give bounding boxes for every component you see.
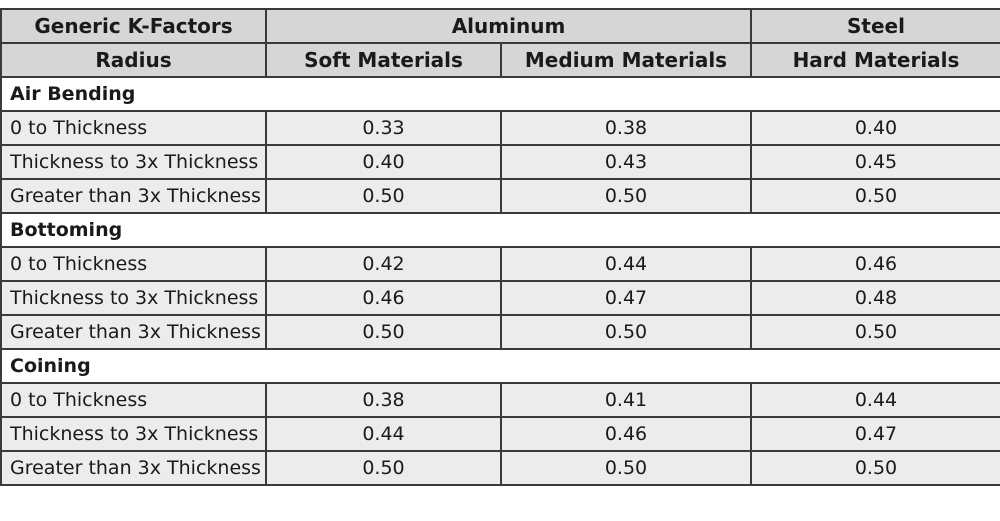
table-row: Thickness to 3x Thickness 0.40 0.43 0.45 (0, 144, 1000, 180)
value-cell: 0.38 (265, 382, 502, 418)
row-label: 0 to Thickness (0, 382, 267, 418)
value-cell: 0.46 (500, 416, 752, 452)
value-cell: 0.45 (750, 144, 1000, 180)
table-row: Bottoming (0, 212, 1000, 248)
header-cell: Steel (750, 8, 1000, 44)
value-cell: 0.48 (750, 280, 1000, 316)
value-cell: 0.50 (265, 314, 502, 350)
header-cell: Medium Materials (500, 42, 752, 78)
k-factor-table: Generic K-Factors Aluminum Steel Radius Soft… (0, 8, 1000, 486)
table-row: Radius Soft Materials Medium Materials Hard… (0, 42, 1000, 78)
value-cell: 0.43 (500, 144, 752, 180)
value-cell: 0.50 (500, 178, 752, 214)
value-cell: 0.50 (500, 314, 752, 350)
table-row: 0 to Thickness 0.42 0.44 0.46 (0, 246, 1000, 282)
table-row: Greater than 3x Thickness 0.50 0.50 0.50 (0, 178, 1000, 214)
value-cell: 0.50 (750, 450, 1000, 486)
value-cell: 0.38 (500, 110, 752, 146)
header-cell: Soft Materials (265, 42, 502, 78)
header-cell: Generic K-Factors (0, 8, 267, 44)
row-label: Thickness to 3x Thickness (0, 416, 267, 452)
row-label: Thickness to 3x Thickness (0, 280, 267, 316)
row-label: Greater than 3x Thickness (0, 450, 267, 486)
section-title: Coining (0, 348, 1000, 384)
value-cell: 0.44 (265, 416, 502, 452)
row-label: Greater than 3x Thickness (0, 314, 267, 350)
value-cell: 0.44 (750, 382, 1000, 418)
value-cell: 0.40 (750, 110, 1000, 146)
table-row: 0 to Thickness 0.33 0.38 0.40 (0, 110, 1000, 146)
header-cell: Radius (0, 42, 267, 78)
value-cell: 0.40 (265, 144, 502, 180)
row-label: Thickness to 3x Thickness (0, 144, 267, 180)
value-cell: 0.46 (265, 280, 502, 316)
table-row: Generic K-Factors Aluminum Steel (0, 8, 1000, 44)
value-cell: 0.46 (750, 246, 1000, 282)
value-cell: 0.47 (500, 280, 752, 316)
table-row: Thickness to 3x Thickness 0.44 0.46 0.47 (0, 416, 1000, 452)
header-cell: Hard Materials (750, 42, 1000, 78)
section-title: Air Bending (0, 76, 1000, 112)
table-body: Generic K-Factors Aluminum Steel Radius Soft… (0, 8, 1000, 486)
table-row: Greater than 3x Thickness 0.50 0.50 0.50 (0, 450, 1000, 486)
table-row: Thickness to 3x Thickness 0.46 0.47 0.48 (0, 280, 1000, 316)
header-cell: Aluminum (265, 8, 752, 44)
value-cell: 0.50 (265, 178, 502, 214)
value-cell: 0.50 (500, 450, 752, 486)
table-row: Air Bending (0, 76, 1000, 112)
value-cell: 0.50 (265, 450, 502, 486)
row-label: Greater than 3x Thickness (0, 178, 267, 214)
section-title: Bottoming (0, 212, 1000, 248)
value-cell: 0.47 (750, 416, 1000, 452)
value-cell: 0.42 (265, 246, 502, 282)
row-label: 0 to Thickness (0, 110, 267, 146)
table-row: 0 to Thickness 0.38 0.41 0.44 (0, 382, 1000, 418)
table-row: Greater than 3x Thickness 0.50 0.50 0.50 (0, 314, 1000, 350)
value-cell: 0.50 (750, 178, 1000, 214)
table-row: Coining (0, 348, 1000, 384)
value-cell: 0.44 (500, 246, 752, 282)
value-cell: 0.33 (265, 110, 502, 146)
row-label: 0 to Thickness (0, 246, 267, 282)
value-cell: 0.50 (750, 314, 1000, 350)
value-cell: 0.41 (500, 382, 752, 418)
